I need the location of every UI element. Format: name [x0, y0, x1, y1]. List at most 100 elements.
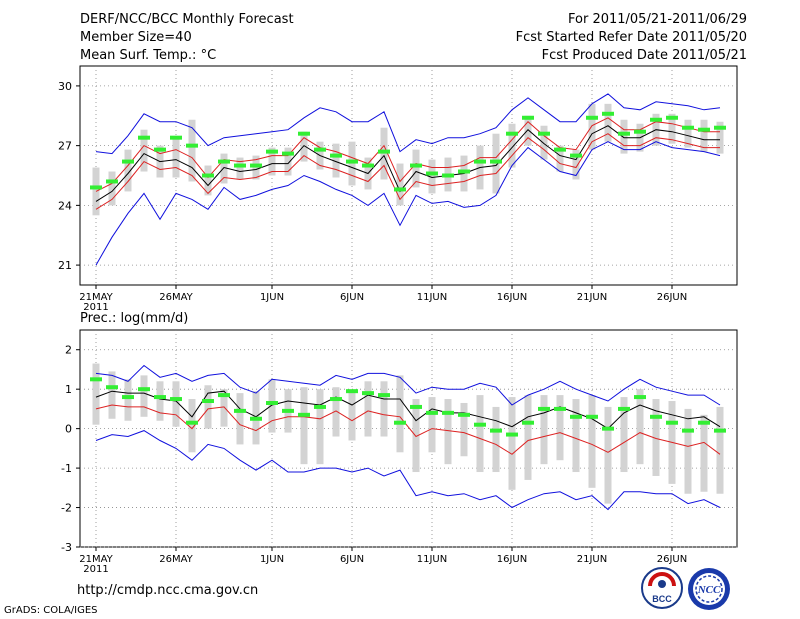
bcc-logo-text: BCC	[652, 594, 672, 604]
temp-median-marker	[218, 159, 230, 164]
temp-spread-bar	[508, 123, 516, 168]
temp-spread-bar	[188, 119, 196, 182]
prec-median-marker	[170, 397, 182, 402]
temp-xtick-label: 6JUN	[340, 292, 364, 303]
temp-median-marker	[666, 115, 678, 120]
prec-spread-bar	[348, 391, 356, 441]
temp-spread-bar	[588, 103, 596, 150]
temp-xtick-label: 26MAY	[159, 292, 193, 303]
temp-spread-bar	[700, 119, 708, 152]
temp-median-marker	[186, 143, 198, 148]
temp-median-marker	[410, 163, 422, 168]
prec-median-marker	[378, 393, 390, 398]
temp-spread-bar	[604, 103, 612, 142]
prec-spread-bar	[588, 395, 596, 488]
prec-spread-bar	[156, 381, 164, 421]
prec-median-marker	[330, 397, 342, 402]
temp-median-marker	[570, 153, 582, 158]
temp-median-marker	[106, 179, 118, 184]
source-url[interactable]: http://cmdp.ncc.cma.gov.cn	[77, 583, 259, 598]
temp-spread-bar	[204, 165, 212, 196]
temp-median-marker	[650, 117, 662, 122]
temp-median-marker	[202, 173, 214, 178]
ncc-logo: NCC	[686, 566, 732, 612]
temp-spread-bar	[140, 129, 148, 172]
prec-spread-bar	[236, 393, 244, 445]
prec-median-marker	[490, 428, 502, 433]
prec-spread-bar	[556, 395, 564, 461]
prec-ytick-label: 2	[65, 344, 72, 357]
temp-ytick-label: 30	[58, 80, 72, 93]
temp-upper-red-line	[95, 117, 720, 192]
temp-median-marker	[538, 131, 550, 136]
prec-median-marker	[666, 420, 678, 425]
temp-spread-bar	[300, 131, 308, 162]
temp-xtick-label: 16JUN	[497, 292, 527, 303]
prec-median-marker	[298, 412, 310, 417]
prec-median-marker	[234, 408, 246, 413]
prec-year-label: 2011	[83, 564, 108, 575]
temp-spread-bar	[236, 157, 244, 180]
temp-median-marker	[442, 173, 454, 178]
prec-spread-bar	[92, 363, 100, 425]
prec-ensemble-mean-line	[95, 390, 721, 430]
prec-spread-bar	[172, 381, 180, 427]
temp-spread-bar	[572, 149, 580, 180]
prec-ytick-label: -3	[61, 541, 72, 554]
temp-spread-bar	[428, 159, 436, 194]
prec-median-marker	[522, 420, 534, 425]
temp-xtick-label: 11JUN	[417, 292, 447, 303]
prec-median-marker	[410, 404, 422, 409]
prec-xtick-label: 11JUN	[417, 554, 447, 565]
temp-median-marker	[138, 135, 150, 140]
prec-xtick-label: 26JUN	[657, 554, 687, 565]
forecast-produced-date: Fcst Produced Date 2011/05/21	[541, 48, 747, 63]
temp-median-marker	[378, 149, 390, 154]
prec-spread-bar	[396, 375, 404, 453]
member-size: Member Size=40	[80, 30, 192, 45]
prec-median-marker	[362, 391, 374, 396]
temp-spread-bar	[172, 137, 180, 178]
temp-spread-bar	[412, 149, 420, 188]
prec-median-marker	[682, 428, 694, 433]
temp-median-marker	[234, 163, 246, 168]
temp-max-blue-line	[95, 93, 721, 155]
prec-median-marker	[714, 428, 726, 433]
prec-median-marker	[218, 393, 230, 398]
prec-spread-bar	[428, 397, 436, 453]
temp-year-label: 2011	[83, 302, 108, 313]
prec-spread-bar	[572, 399, 580, 473]
prec-median-marker	[618, 406, 630, 411]
temp-median-marker	[714, 125, 726, 130]
temp-median-marker	[586, 115, 598, 120]
ncc-logo-text: NCC	[697, 584, 721, 596]
temp-median-marker	[362, 163, 374, 168]
temp-median-marker	[602, 111, 614, 116]
prec-spread-bar	[300, 387, 308, 465]
temp-median-marker	[394, 187, 406, 192]
prec-median-marker	[474, 422, 486, 427]
prec-median-marker	[426, 410, 438, 415]
temp-spread-bar	[108, 171, 116, 206]
temp-ytick-label: 21	[58, 259, 72, 272]
temp-spread-bar	[284, 147, 292, 176]
temp-median-marker	[554, 147, 566, 152]
temp-median-marker	[250, 163, 262, 168]
prec-spread-bar	[652, 399, 660, 476]
prec-spread-bar	[492, 406, 500, 473]
prec-spread-bar	[716, 406, 724, 494]
prec-median-marker	[202, 399, 214, 404]
temp-median-marker	[682, 125, 694, 130]
prec-median-marker	[570, 414, 582, 419]
prec-spread-bar	[380, 381, 388, 437]
temp-spread-bar	[524, 115, 532, 146]
temp-median-marker	[634, 129, 646, 134]
temp-xtick-label: 1JUN	[260, 292, 284, 303]
temp-ytick-label: 24	[58, 199, 72, 212]
prec-spread-bar	[444, 399, 452, 465]
temp-median-marker	[170, 135, 182, 140]
prec-spread-bar	[636, 389, 644, 465]
prec-ytick-label: 1	[65, 383, 72, 396]
temp-median-marker	[122, 159, 134, 164]
